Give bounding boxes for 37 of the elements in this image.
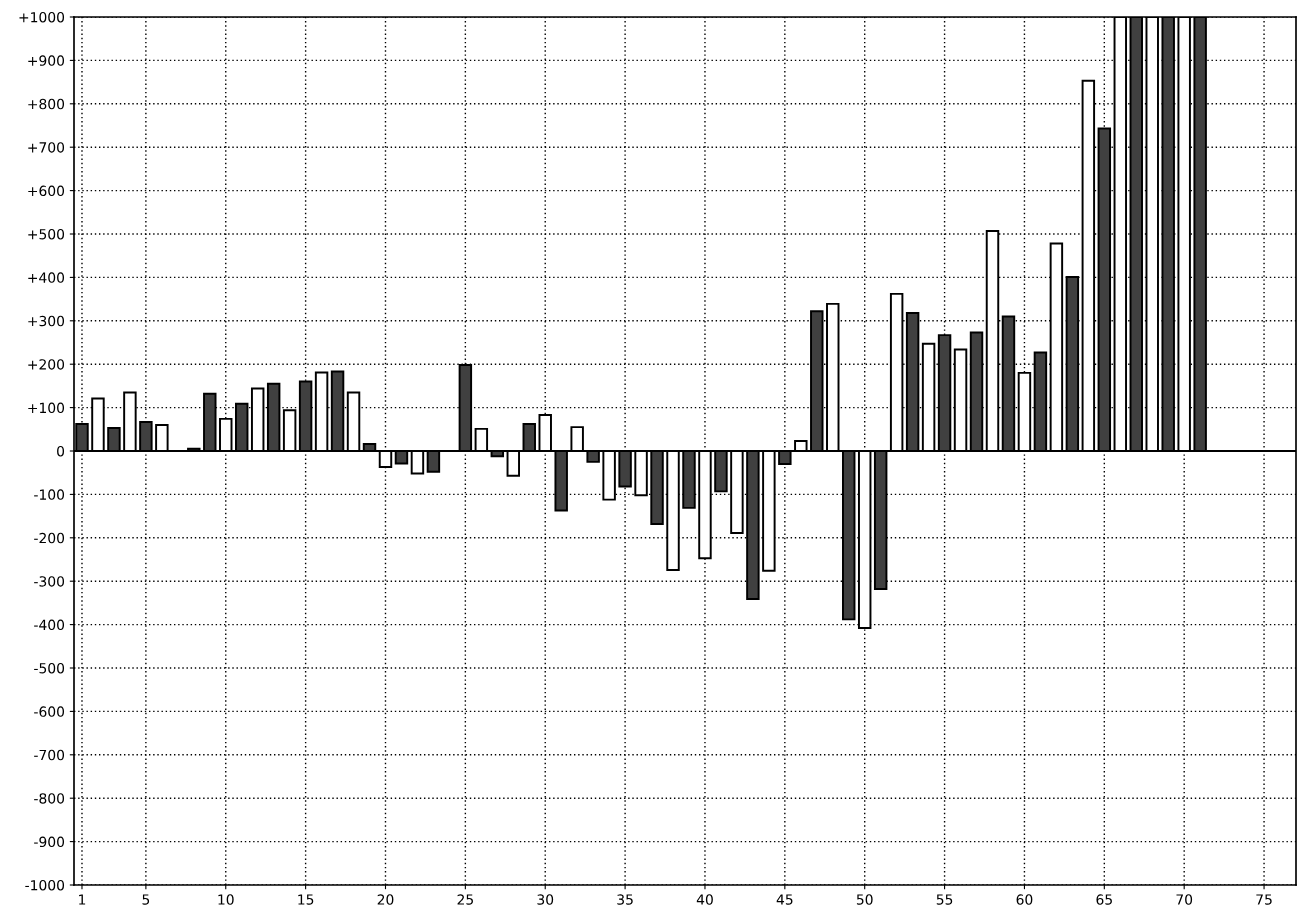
y-tick-label: +900 [28,55,65,66]
x-tick-label: 45 [776,894,793,905]
y-tick-label: -700 [34,749,65,761]
x-tick-label: 20 [377,894,394,905]
x-tick-label: 30 [537,894,554,905]
x-tick-label: 5 [142,894,150,905]
y-tick-label: -600 [34,706,65,717]
x-tick-label: 25 [457,894,473,905]
y-tick-label: 0 [57,445,65,457]
x-tick-label: 75 [1256,894,1272,905]
x-tick-label: 55 [936,894,953,905]
y-tick-label: +600 [28,185,65,197]
x-tick-label: 50 [856,894,873,905]
y-tick-label: -300 [34,576,65,587]
y-tick-label: +400 [28,272,65,283]
y-tick-label: +1000 [19,11,65,23]
y-tick-label: -400 [34,619,65,631]
y-tick-label: +700 [28,142,65,153]
x-tick-label: 40 [696,894,713,905]
x-tick-label: 60 [1016,894,1033,905]
x-tick-label: 70 [1176,894,1193,905]
y-tick-label: -900 [34,836,65,848]
x-tick-label: 35 [617,894,633,905]
x-tick-label: 65 [1096,894,1112,905]
y-tick-label: +100 [28,402,65,414]
y-tick-label: -1000 [25,879,65,891]
y-tick-label: -800 [34,793,65,804]
y-tick-label: -500 [34,662,65,674]
x-tick-label: 1 [79,894,86,905]
y-tick-label: +200 [28,359,65,370]
y-tick-label: +500 [28,228,65,240]
x-tick-label: 10 [218,894,234,905]
y-tick-label: -200 [34,532,65,544]
x-tick-label: 15 [298,894,314,905]
y-tick-label: +800 [28,98,65,110]
y-tick-label: -100 [34,489,65,500]
y-tick-label: +300 [28,315,65,327]
